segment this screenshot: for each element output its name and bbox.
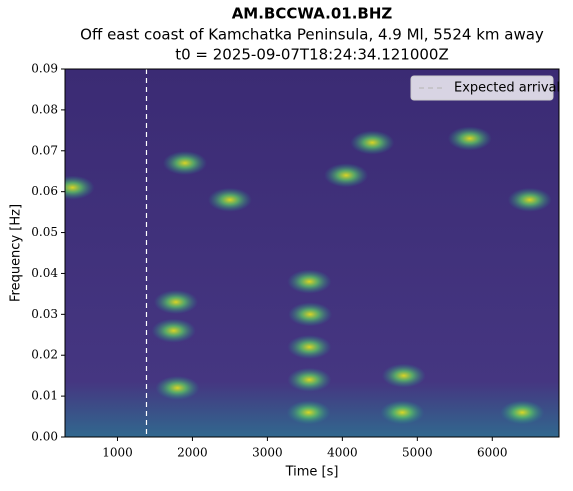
spectral-peak (500, 400, 545, 425)
y-tick-label: 0.09 (31, 62, 58, 76)
x-axis-label: Time [s] (285, 465, 339, 480)
spectral-peak (507, 187, 552, 212)
legend-box (410, 75, 554, 101)
x-tick-label: 2000 (177, 446, 208, 460)
spectral-peak (380, 400, 425, 425)
spectral-peak (287, 367, 332, 392)
y-axis-label: Frequency [Hz] (9, 204, 24, 302)
spectral-peak (324, 163, 369, 188)
spectral-peak (155, 375, 200, 400)
x-tick-label: 4000 (327, 446, 358, 460)
legend-label: Expected arrival (454, 81, 560, 96)
spectral-peak (447, 126, 492, 151)
chart-title: AM.BCCWA.01.BHZ (232, 5, 393, 23)
spectral-peak (287, 269, 332, 294)
spectral-peak (288, 302, 333, 327)
plot-frame (64, 68, 560, 438)
spectral-peak (65, 175, 95, 200)
y-tick-label: 0.08 (31, 102, 58, 116)
spectral-peak (162, 151, 207, 176)
y-tick-label: 0.00 (31, 430, 58, 444)
y-tick-label: 0.01 (31, 389, 58, 403)
x-tick-label: 3000 (252, 446, 283, 460)
spectral-peak (350, 130, 395, 155)
spectral-peak (207, 187, 252, 212)
y-tick-label: 0.06 (31, 184, 58, 198)
spectral-peak (153, 290, 198, 315)
y-tick-label: 0.02 (31, 348, 58, 362)
y-tick-label: 0.07 (31, 143, 58, 157)
spectral-peak (287, 335, 332, 360)
x-tick-label: 5000 (402, 446, 433, 460)
y-tick-label: 0.04 (31, 266, 58, 280)
y-tick-label: 0.05 (31, 225, 58, 239)
spectral-peak (381, 363, 426, 388)
spectral-peak (151, 318, 196, 343)
chart-subtitle: t0 = 2025-09-07T18:24:34.121000Z (175, 46, 449, 64)
spectral-peak (286, 400, 331, 425)
plot-area (65, 69, 552, 437)
y-tick-label: 0.03 (31, 307, 58, 321)
x-tick-label: 6000 (477, 446, 508, 460)
chart-subtitle: Off east coast of Kamchatka Peninsula, 4… (80, 26, 544, 44)
x-tick-label: 1000 (102, 446, 133, 460)
